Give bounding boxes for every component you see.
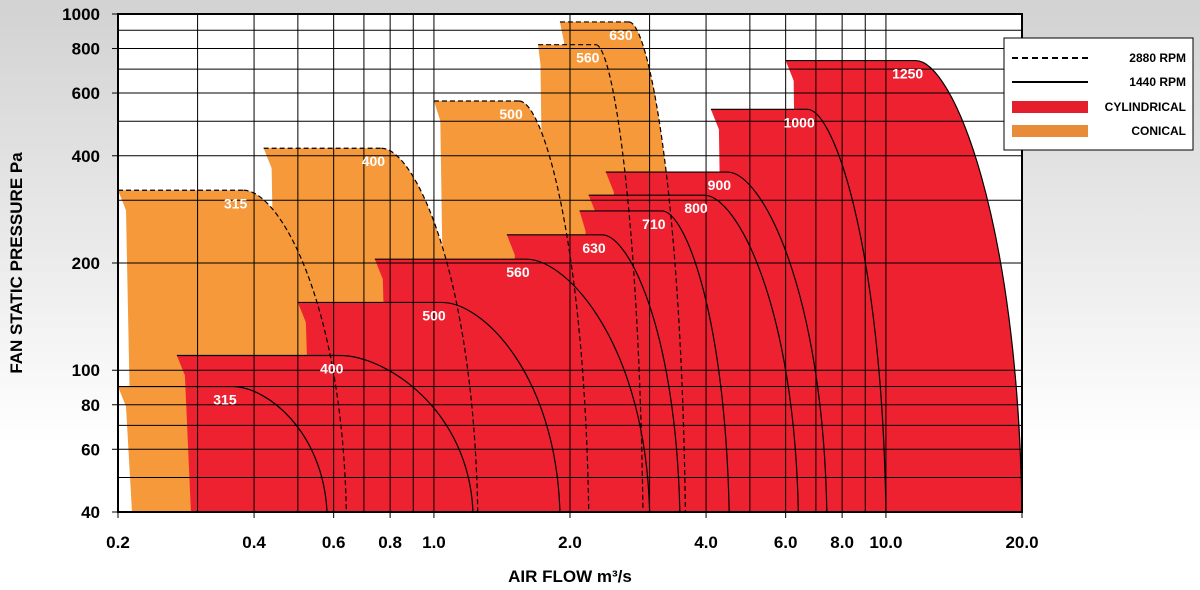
y-tick-label-200: 200	[72, 254, 100, 273]
x-tick-label-6.0: 6.0	[774, 533, 798, 552]
y-tick-label-100: 100	[72, 361, 100, 380]
curve-cylindrical-900-1440rpm	[605, 171, 828, 513]
x-axis-title: AIR FLOW m³/s	[508, 567, 632, 586]
x-tick-label-0.2: 0.2	[106, 533, 130, 552]
size-label-conical-315-1440rpm: 315	[213, 392, 237, 408]
grid	[117, 13, 1023, 513]
curve-conical-630-2880rpm	[559, 21, 686, 513]
x-tick-label-0.4: 0.4	[242, 533, 266, 552]
size-label-cylindrical-1000-1440rpm: 1000	[784, 114, 815, 130]
y-tick-label-80: 80	[81, 396, 100, 415]
y-tick-label-400: 400	[72, 147, 100, 166]
size-label-conical-630-2880rpm: 630	[609, 27, 633, 43]
y-tick-label-800: 800	[72, 40, 100, 59]
curve-cylindrical-630-1440rpm	[506, 234, 681, 513]
legend-label-cylindrical: CYLINDRICAL	[1105, 100, 1186, 114]
x-tick-label-8.0: 8.0	[830, 533, 854, 552]
size-label-cylindrical-630-1440rpm: 630	[582, 240, 606, 256]
size-label-conical-560-2880rpm: 560	[576, 50, 600, 66]
legend-label-conical: CONICAL	[1131, 124, 1186, 138]
size-label-cylindrical-900-1440rpm: 900	[708, 177, 732, 193]
x-tick-label-20.0: 20.0	[1005, 533, 1038, 552]
size-label-conical-500-2880rpm: 500	[499, 106, 523, 122]
curve-conical-560-2880rpm	[538, 44, 644, 513]
legend-label-1440-rpm: 1440 RPM	[1129, 75, 1186, 89]
curve-cylindrical-1250-1440rpm	[785, 59, 1023, 513]
x-tick-label-0.8: 0.8	[378, 533, 402, 552]
x-tick-label-4.0: 4.0	[694, 533, 718, 552]
size-label-conical-400-2880rpm: 400	[362, 153, 386, 169]
size-label-cylindrical-800-1440rpm: 800	[684, 200, 708, 216]
y-tick-label-40: 40	[81, 503, 100, 522]
y-tick-label-1000: 1000	[62, 5, 100, 24]
curve-cylindrical-800-1440rpm	[588, 194, 799, 513]
x-tick-label-2.0: 2.0	[558, 533, 582, 552]
legend-conical-swatch	[1012, 125, 1088, 137]
x-axis-ticks: 0.2 0.4 0.6 0.8 1.0 2.0 4.0 6.0 8.0 10.0 20.0	[106, 512, 1039, 552]
legend-label-2880-rpm: 2880 RPM	[1129, 51, 1186, 65]
performance-curves	[118, 59, 1023, 513]
curve-cylindrical-710-1440rpm	[579, 210, 730, 513]
size-label-cylindrical-500-1440rpm: 500	[422, 307, 446, 323]
y-tick-label-600: 600	[72, 84, 100, 103]
y-axis-ticks: 40 60 80 100 200 400 600 800 1000	[62, 5, 118, 522]
x-tick-label-0.6: 0.6	[322, 533, 346, 552]
y-tick-label-60: 60	[81, 440, 100, 459]
y-axis-title: FAN STATIC PRESSURE Pa	[7, 152, 26, 374]
size-label-cylindrical-1250-1440rpm: 1250	[892, 66, 923, 82]
2880-rpm-curves	[118, 21, 686, 513]
legend: 2880 RPM 1440 RPM CYLINDRICAL CONICAL	[1003, 37, 1194, 151]
curve-conical-315-1440rpm	[118, 385, 328, 513]
x-tick-label-10.0: 10.0	[869, 533, 902, 552]
size-label-conical-315-2880rpm: 315	[224, 195, 248, 211]
x-tick-label-1.0: 1.0	[422, 533, 446, 552]
curve-conical-400-2880rpm	[263, 147, 479, 513]
curve-cylindrical-1000-1440rpm	[710, 108, 887, 513]
curve-cylindrical-560-1440rpm	[374, 258, 651, 513]
curve-conical-500-2880rpm	[433, 100, 590, 513]
curve-cylindrical-500-1440rpm	[297, 301, 561, 513]
legend-cylindrical-swatch	[1012, 101, 1088, 113]
size-label-cylindrical-400-1440rpm: 400	[320, 360, 344, 376]
curve-conical-315-2880rpm	[118, 189, 347, 513]
curve-cylindrical-400-1440rpm	[176, 354, 474, 513]
size-label-cylindrical-710-1440rpm: 710	[642, 216, 666, 232]
size-label-cylindrical-560-1440rpm: 560	[506, 264, 530, 280]
